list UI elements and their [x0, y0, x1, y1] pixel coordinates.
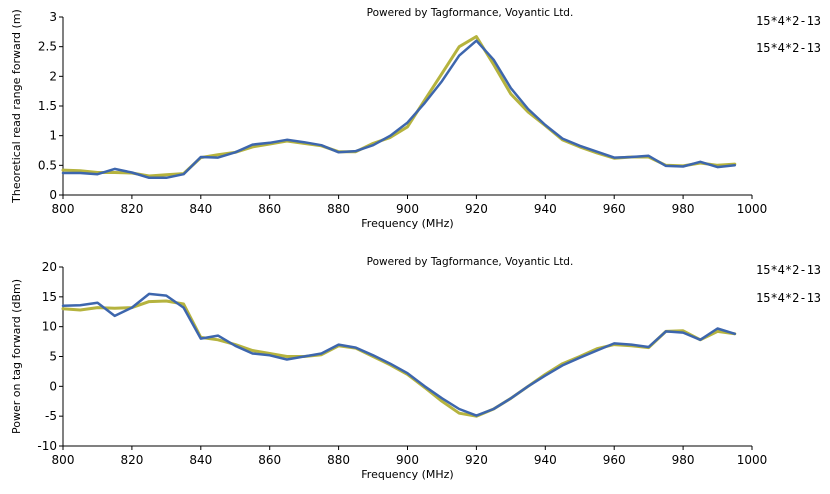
- x-tick-label: 880: [327, 453, 350, 467]
- y-tick-label: 1: [49, 129, 57, 143]
- x-tick-label: 960: [603, 453, 626, 467]
- y-tick-label: 15: [42, 290, 57, 304]
- x-tick-label: 900: [396, 202, 419, 216]
- x-tick-label: 840: [189, 453, 212, 467]
- x-tick-label: 880: [327, 202, 350, 216]
- y-tick-label: 0.5: [38, 158, 57, 172]
- y-tick-label: 5: [49, 350, 57, 364]
- y-tick-label: -5: [45, 409, 57, 423]
- series-line-2: [61, 292, 737, 417]
- x-tick-label: 820: [120, 202, 143, 216]
- x-tick-label: 940: [534, 202, 557, 216]
- legend-entry-2: 15*4*2-13: [756, 291, 821, 305]
- series-line-1: [61, 35, 737, 178]
- x-tick-label: 1000: [737, 202, 768, 216]
- legend-entry-1: 15*4*2-13: [756, 263, 821, 277]
- y-tick-label: 2: [49, 69, 57, 83]
- legend-entry-1: 15*4*2-13: [756, 14, 821, 28]
- x-tick-label: 980: [672, 453, 695, 467]
- x-tick-label: 800: [52, 453, 75, 467]
- y-tick-label: 10: [42, 320, 57, 334]
- x-tick-label: 960: [603, 202, 626, 216]
- x-tick-label: 920: [465, 202, 488, 216]
- y-tick-label: 2.5: [38, 40, 57, 54]
- x-tick-label: 980: [672, 202, 695, 216]
- y-axis-title: Theoretical read range forward (m): [10, 9, 23, 204]
- y-tick-label: 3: [49, 10, 57, 24]
- series-line-1: [61, 299, 737, 418]
- x-axis-title: Frequency (MHz): [361, 468, 453, 481]
- y-tick-label: 1.5: [38, 99, 57, 113]
- y-tick-label: 20: [42, 260, 57, 274]
- series-line-2: [61, 39, 737, 180]
- x-tick-label: 940: [534, 453, 557, 467]
- legend-entry-2: 15*4*2-13: [756, 41, 821, 55]
- y-tick-label: 0: [49, 188, 57, 202]
- chart-panel-2: 800 820 840 860 880 900 920 940 960 980 1000 -10 -5 0…: [10, 256, 821, 481]
- credit-text: Powered by Tagformance, Voyantic Ltd.: [367, 256, 574, 268]
- x-tick-label: 840: [189, 202, 212, 216]
- x-axis-title: Frequency (MHz): [361, 217, 453, 230]
- x-tick-label: 1000: [737, 453, 768, 467]
- x-tick-label: 920: [465, 453, 488, 467]
- y-tick-label: 0: [49, 379, 57, 393]
- chart-panel-1: 800 820 840 860 880 900 920 940 960 980 1000 0 0.5 1 1…: [10, 7, 821, 230]
- x-tick-label: 860: [258, 202, 281, 216]
- x-tick-label: 860: [258, 453, 281, 467]
- y-tick-label: -10: [37, 439, 57, 453]
- y-axis-title: Power on tag forward (dBm): [10, 279, 23, 434]
- credit-text: Powered by Tagformance, Voyantic Ltd.: [367, 7, 574, 19]
- x-tick-label: 820: [120, 453, 143, 467]
- x-tick-label: 800: [52, 202, 75, 216]
- x-tick-label: 900: [396, 453, 419, 467]
